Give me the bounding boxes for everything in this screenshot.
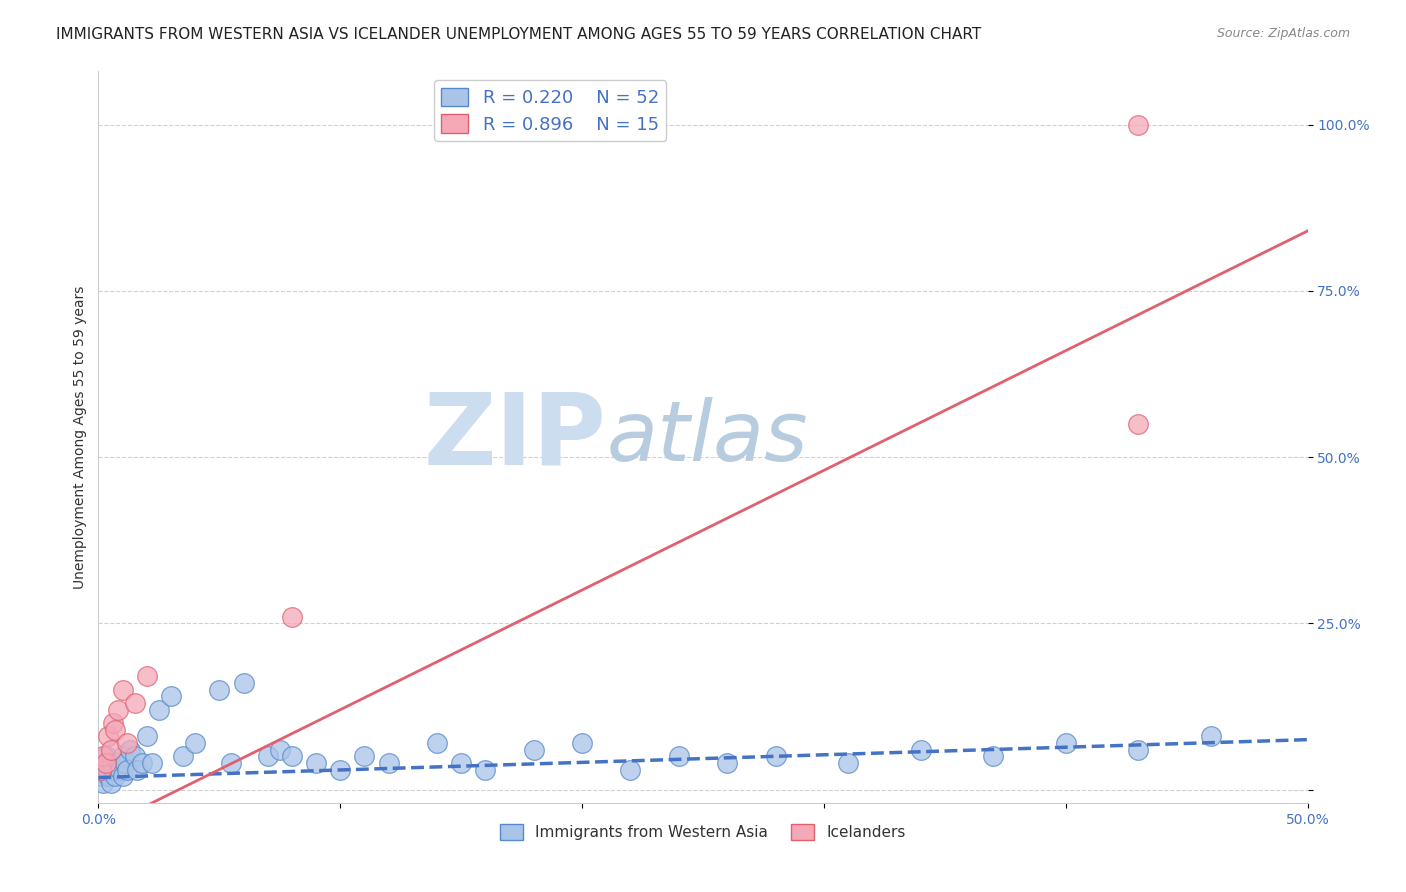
- Text: Source: ZipAtlas.com: Source: ZipAtlas.com: [1216, 27, 1350, 40]
- Point: [97, 769, 120, 783]
- Point: [281, 749, 304, 764]
- Point: [269, 742, 291, 756]
- Point: [765, 749, 787, 764]
- Point: [1128, 417, 1150, 431]
- Point: [90, 769, 112, 783]
- Point: [1128, 742, 1150, 756]
- Point: [619, 763, 641, 777]
- Point: [97, 729, 120, 743]
- Point: [97, 763, 120, 777]
- Text: ZIP: ZIP: [423, 389, 606, 485]
- Point: [100, 756, 122, 770]
- Point: [208, 682, 231, 697]
- Text: IMMIGRANTS FROM WESTERN ASIA VS ICELANDER UNEMPLOYMENT AMONG AGES 55 TO 59 YEARS: IMMIGRANTS FROM WESTERN ASIA VS ICELANDE…: [56, 27, 981, 42]
- Point: [305, 756, 328, 770]
- Point: [1054, 736, 1077, 750]
- Point: [281, 609, 304, 624]
- Point: [117, 736, 139, 750]
- Point: [377, 756, 399, 770]
- Point: [94, 749, 117, 764]
- Point: [104, 723, 127, 737]
- Point: [221, 756, 243, 770]
- Point: [107, 703, 129, 717]
- Point: [124, 696, 146, 710]
- Point: [1128, 118, 1150, 132]
- Point: [148, 703, 170, 717]
- Point: [131, 756, 153, 770]
- Point: [160, 690, 183, 704]
- Point: [426, 736, 449, 750]
- Point: [117, 763, 139, 777]
- Point: [184, 736, 207, 750]
- Point: [104, 769, 127, 783]
- Text: atlas: atlas: [606, 397, 808, 477]
- Point: [329, 763, 352, 777]
- Point: [837, 756, 859, 770]
- Point: [256, 749, 278, 764]
- Point: [127, 763, 149, 777]
- Point: [100, 742, 122, 756]
- Point: [111, 682, 134, 697]
- Point: [108, 763, 131, 777]
- Legend: Immigrants from Western Asia, Icelanders: Immigrants from Western Asia, Icelanders: [494, 818, 912, 847]
- Point: [94, 756, 117, 770]
- Point: [523, 742, 546, 756]
- Point: [114, 756, 136, 770]
- Point: [571, 736, 593, 750]
- Point: [91, 756, 114, 770]
- Point: [172, 749, 194, 764]
- Point: [450, 756, 472, 770]
- Point: [474, 763, 496, 777]
- Point: [94, 763, 117, 777]
- Point: [101, 716, 124, 731]
- Point: [91, 749, 114, 764]
- Point: [101, 763, 124, 777]
- Point: [716, 756, 738, 770]
- Point: [135, 729, 157, 743]
- Point: [124, 749, 146, 764]
- Point: [100, 776, 122, 790]
- Point: [111, 769, 134, 783]
- Y-axis label: Unemployment Among Ages 55 to 59 years: Unemployment Among Ages 55 to 59 years: [73, 285, 87, 589]
- Point: [111, 749, 134, 764]
- Point: [910, 742, 932, 756]
- Point: [981, 749, 1004, 764]
- Point: [353, 749, 375, 764]
- Point: [668, 749, 690, 764]
- Point: [1199, 729, 1222, 743]
- Point: [90, 763, 112, 777]
- Point: [141, 756, 163, 770]
- Point: [118, 742, 141, 756]
- Point: [232, 676, 254, 690]
- Point: [91, 776, 114, 790]
- Point: [107, 756, 129, 770]
- Point: [135, 669, 157, 683]
